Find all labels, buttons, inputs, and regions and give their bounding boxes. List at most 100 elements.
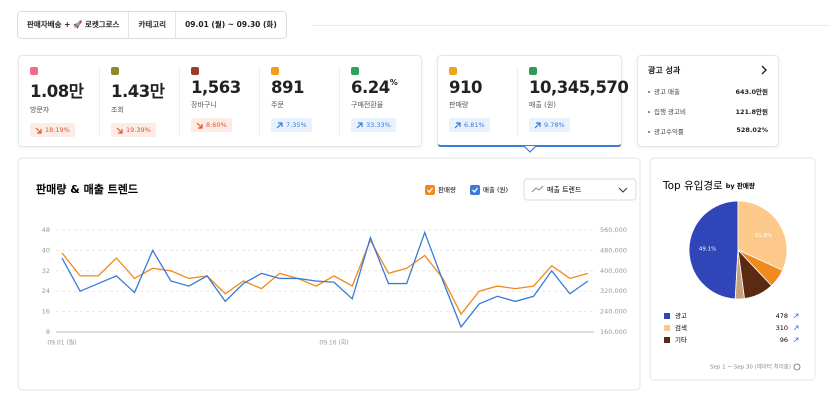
date-filter[interactable]: 09.01 (월) ~ 09.30 (화)	[185, 20, 277, 29]
check	[427, 187, 434, 193]
kpi-label-text: 주문	[271, 101, 284, 109]
y2-tick-label: 160,000	[600, 328, 627, 336]
ad-label: 광고수익률	[654, 128, 684, 136]
kpi-icon	[449, 67, 457, 75]
kpi-icon	[111, 67, 119, 75]
kpi: 891 주문 7.35%	[259, 67, 339, 137]
kpi-label-text: 판매량	[449, 101, 469, 109]
x-tick-label: 09.16 (화)	[319, 340, 348, 347]
ad-row: 집행 광고비 121.8만원	[648, 106, 768, 116]
kpi-label-text: 장바구니	[191, 101, 217, 109]
arrow	[276, 121, 283, 128]
legend-label: 판매량	[438, 185, 456, 194]
kpi: 910 판매량 6.81%	[438, 67, 517, 137]
y-tick-label: 48	[42, 226, 50, 234]
kpi-label: 방문자	[30, 105, 99, 115]
kpi-unit: %	[389, 78, 398, 87]
divider	[312, 25, 829, 26]
kpi-number: 1.43만	[111, 82, 165, 101]
kpi-change: 8.60%	[191, 118, 232, 132]
kpi-label: 매출 (원)	[529, 100, 621, 110]
kpi-value: 6.24%	[351, 78, 419, 97]
info-icon	[793, 363, 801, 371]
pie-title: Top 유입경로 by 판매량	[662, 179, 755, 192]
dropdown-label[interactable]: 매출 트렌드	[547, 185, 582, 194]
chevron	[761, 65, 767, 75]
kpi-card[interactable]: 910 판매량 6.81% 10,345,570 매출 (원) 9.78%	[437, 55, 629, 147]
ad-row-label: 광고수익률	[648, 126, 684, 136]
kpi-icon	[529, 67, 537, 75]
ad-row: 광고 매출 643.0만원	[648, 86, 768, 96]
pie-subtitle: by 판매량	[726, 181, 755, 190]
kpi: 6.24% 구매전환율 33.33%	[339, 67, 419, 137]
kpi-value: 1,563	[191, 78, 259, 97]
kpi-number: 1.08만	[30, 82, 84, 101]
trend-arrow	[793, 325, 799, 331]
trend-arrow	[454, 121, 461, 128]
kpi-icon	[30, 67, 38, 75]
arrow	[35, 127, 42, 134]
dropdown[interactable]	[523, 178, 637, 201]
arrow	[534, 121, 541, 128]
kpi-number: 10,345,570	[529, 78, 629, 97]
kpi-number: 891	[271, 78, 304, 97]
pie-slice	[688, 200, 739, 300]
ad-label: 광고 매출	[654, 88, 680, 96]
kpi-number: 1,563	[191, 78, 241, 97]
channel-filter[interactable]: 판매자배송 + 🚀 로켓그로스	[18, 12, 130, 38]
kpi-label: 조회	[111, 105, 179, 115]
trend-arrow	[276, 121, 283, 128]
kpi-label: 주문	[271, 100, 339, 110]
ad-title: 광고 성과	[648, 66, 681, 75]
kpi-value: 910	[449, 78, 517, 97]
legend-count: 478	[776, 312, 788, 320]
kpi-value: 891	[271, 78, 339, 97]
bullet	[648, 111, 650, 113]
kpi-icon	[351, 67, 359, 75]
pie-label: 49.1%	[699, 247, 716, 253]
selected-caret	[523, 146, 537, 153]
kpi-change-text: 6.81%	[464, 121, 485, 129]
trend-arrow	[793, 337, 799, 343]
y-tick-label: 40	[42, 246, 50, 254]
trend-icon	[531, 185, 544, 193]
kpi-change: 7.35%	[271, 118, 312, 132]
kpi-number: 910	[449, 78, 482, 97]
legend-label: 광고	[675, 312, 687, 320]
ad-value: 121.8만원	[735, 108, 768, 116]
trend-arrow	[196, 122, 203, 129]
filter-bar[interactable]: 판매자배송 + 🚀 로켓그로스 카테고리 09.01 (월) ~ 09.30 (…	[17, 11, 287, 39]
trend-arrow	[116, 127, 123, 134]
kpi-change-text: 9.78%	[544, 121, 565, 129]
kpi: 10,345,570 매출 (원) 9.78%	[517, 67, 629, 137]
kpi-change: 18.19%	[30, 123, 75, 137]
series-line	[61, 230, 589, 329]
ad-row-label: 광고 매출	[648, 86, 680, 96]
legend-checkbox[interactable]	[425, 185, 435, 195]
kpi-change-text: 8.60%	[206, 121, 227, 129]
y-tick-label: 32	[42, 267, 50, 275]
kpi-change-text: 7.35%	[286, 121, 307, 129]
y-tick-label: 16	[42, 308, 50, 316]
y2-tick-label: 480,000	[600, 246, 627, 254]
y2-tick-label: 240,000	[600, 308, 627, 316]
category-filter[interactable]: 카테고리	[129, 12, 177, 38]
x-tick-label: 09.01 (월)	[47, 339, 76, 347]
ad-value: 528.02%	[736, 126, 768, 134]
y-tick-label: 8	[46, 328, 50, 336]
pie-label: 31.8%	[755, 233, 772, 239]
kpi-label-text: 매출 (원)	[529, 101, 557, 109]
pie-footnote: Sep 1 ~ Sep 30 (데이터 처리중)	[710, 363, 791, 371]
y2-tick-label: 400,000	[600, 267, 627, 275]
dropdown-chevron	[618, 187, 628, 193]
trend-arrow	[793, 313, 799, 319]
kpi-value: 1.43만	[111, 78, 179, 102]
arrow	[454, 121, 461, 128]
legend-checkbox[interactable]	[470, 185, 480, 195]
kpi: 1.43만 조회 19.39%	[99, 67, 179, 137]
kpi: 1,563 장바구니 8.60%	[179, 67, 259, 137]
kpi-label-text: 구매전환율	[351, 101, 384, 109]
